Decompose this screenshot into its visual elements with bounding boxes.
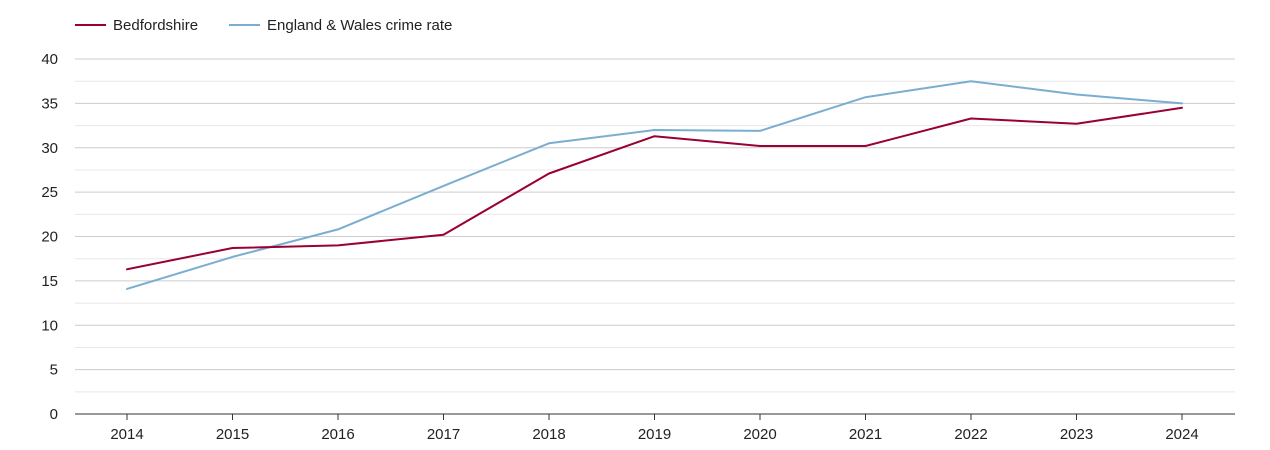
series-line-bedfordshire[interactable] bbox=[126, 106, 1183, 271]
x-tick-label: 2015 bbox=[216, 426, 249, 443]
y-tick-label: 40 bbox=[41, 51, 58, 68]
legend-item-england-wales[interactable]: England & Wales crime rate bbox=[229, 17, 452, 34]
x-axis: 2014 2015 2016 2017 2018 2019 2020 2021 2022 2023… bbox=[75, 413, 1235, 443]
y-tick-label: 0 bbox=[50, 406, 58, 423]
legend: Bedfordshire England & Wales crime rate bbox=[75, 17, 452, 34]
grid bbox=[75, 58, 1235, 393]
y-tick-label: 35 bbox=[41, 95, 58, 112]
plot-area bbox=[126, 80, 1183, 290]
x-tick-label: 2014 bbox=[110, 426, 143, 443]
y-tick-label: 25 bbox=[41, 184, 58, 201]
x-tick-label: 2021 bbox=[849, 426, 882, 443]
x-tick-label: 2018 bbox=[532, 426, 565, 443]
y-tick-label: 15 bbox=[41, 273, 58, 290]
x-tick-label: 2022 bbox=[954, 426, 987, 443]
legend-item-bedfordshire[interactable]: Bedfordshire bbox=[75, 17, 198, 34]
legend-label-england-wales: England & Wales crime rate bbox=[267, 17, 452, 34]
y-tick-label: 30 bbox=[41, 140, 58, 157]
x-tick-label: 2017 bbox=[427, 426, 460, 443]
series-line-england-wales-crime-rate[interactable] bbox=[126, 80, 1183, 290]
y-tick-label: 10 bbox=[41, 317, 58, 334]
x-tick-label: 2024 bbox=[1165, 426, 1198, 443]
y-tick-label: 20 bbox=[41, 229, 58, 246]
legend-label-bedfordshire: Bedfordshire bbox=[113, 17, 198, 34]
x-tick-label: 2020 bbox=[743, 426, 776, 443]
x-tick-label: 2023 bbox=[1060, 426, 1093, 443]
x-tick-label: 2016 bbox=[321, 426, 354, 443]
x-tick-label: 2019 bbox=[638, 426, 671, 443]
y-axis: 0 5 10 15 20 25 30 35 40 bbox=[41, 51, 58, 423]
y-tick-label: 5 bbox=[50, 362, 58, 379]
